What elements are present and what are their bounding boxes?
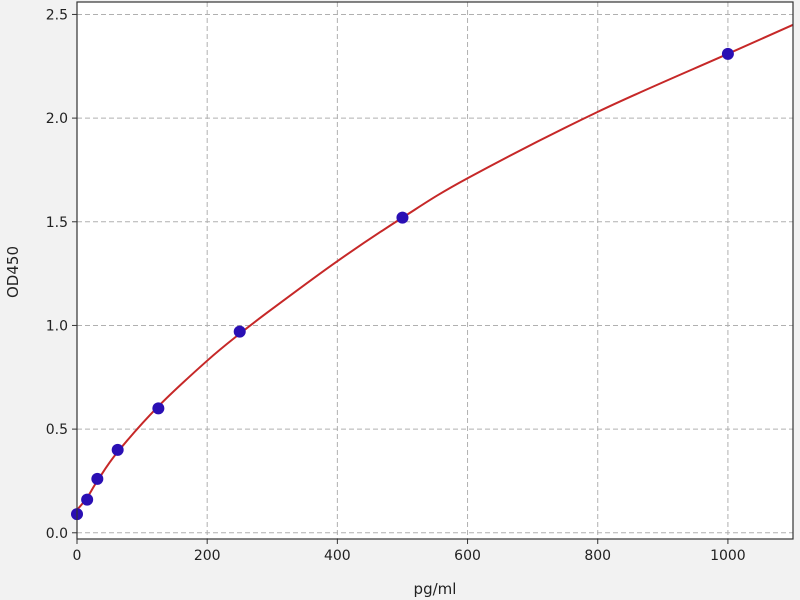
data-point xyxy=(152,402,165,415)
y-axis-label: OD450 xyxy=(4,246,22,298)
data-point xyxy=(721,47,734,60)
data-point xyxy=(233,325,246,338)
x-tick-label: 800 xyxy=(584,548,611,564)
x-tick-label: 400 xyxy=(324,548,351,564)
y-tick-label: 2.0 xyxy=(46,111,68,127)
y-tick-label: 1.5 xyxy=(46,215,68,231)
x-tick-label: 1000 xyxy=(710,548,746,564)
y-tick-label: 0.0 xyxy=(46,526,68,542)
data-point xyxy=(111,443,124,456)
y-tick-label: 1.0 xyxy=(46,318,68,334)
y-tick-label: 0.5 xyxy=(46,422,68,438)
fit-curve xyxy=(76,23,794,511)
data-point xyxy=(91,472,104,485)
x-axis-label: pg/ml xyxy=(414,580,457,598)
data-point xyxy=(396,211,409,224)
x-tick-label: 600 xyxy=(454,548,481,564)
x-tick-label: 0 xyxy=(73,548,82,564)
data-point xyxy=(81,493,94,506)
plot-area xyxy=(77,2,793,539)
plot-frame xyxy=(76,1,794,540)
y-tick-label: 2.5 xyxy=(46,7,68,23)
x-tick-label: 200 xyxy=(194,548,221,564)
